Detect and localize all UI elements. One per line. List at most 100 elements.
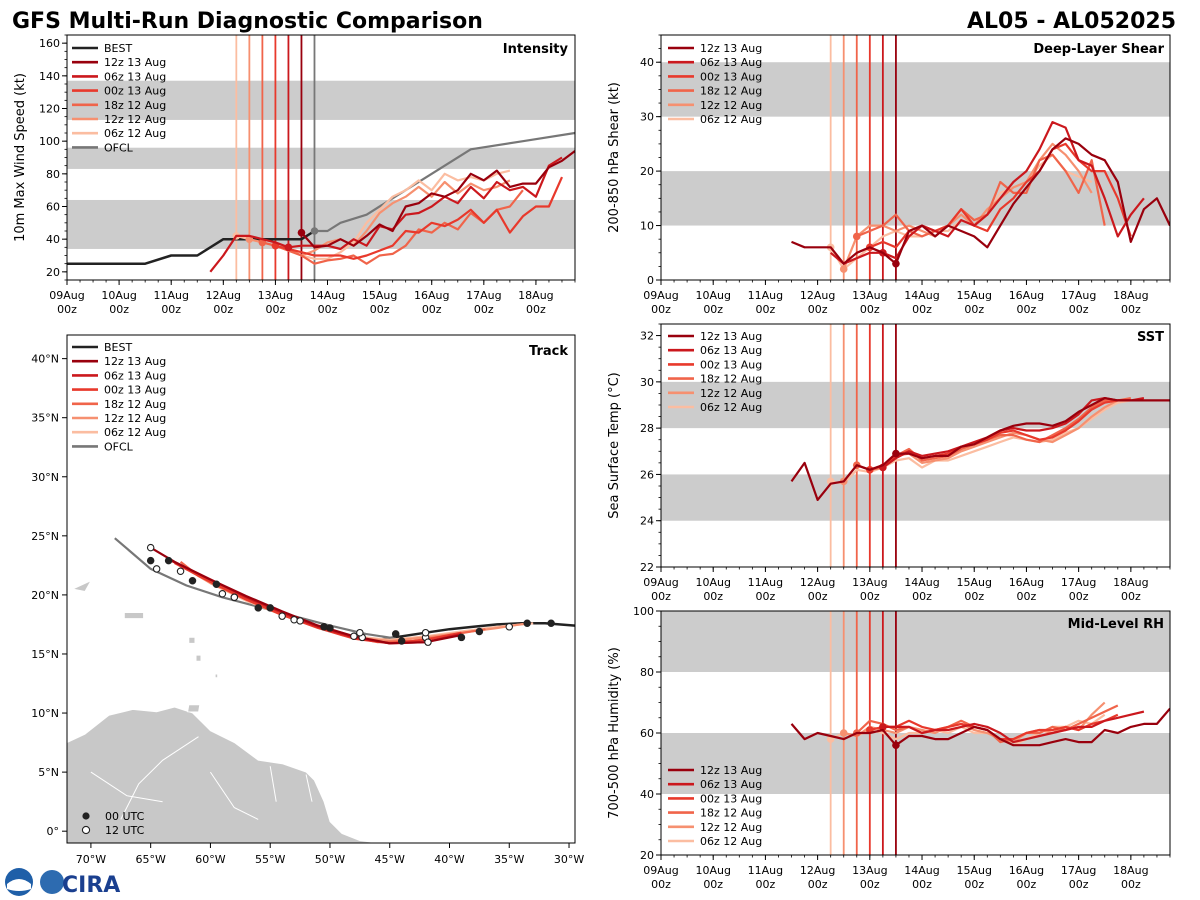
rh-xtick-label: 00z [1121,878,1141,891]
track-point-12utc [218,589,227,598]
intensity-xtick-label: 00z [161,303,181,316]
shear-xtick-label: 00z [1121,303,1141,316]
track-lat-label: 10°N [31,707,59,720]
rh-xtick-label: 12Aug [800,864,835,877]
sst-xtick-label: 16Aug [1009,576,1044,589]
track-point-12utc [290,615,298,624]
intensity-series-line [314,131,575,233]
sst-xtick-label: 17Aug [1061,576,1096,589]
shear-xtick-label: 14Aug [904,289,939,302]
track-legend-label: 00z 13 Aug [104,384,166,397]
noaa-wave-icon [7,879,31,891]
cira-logo: CIRA [5,868,120,898]
shear-ylabel: 200-850 hPa Shear (kt) [607,82,622,233]
sst-legend-label: 00z 13 Aug [700,358,762,371]
rh-legend-label: 12z 13 Aug [700,764,762,777]
sst-xtick-label: 00z [964,590,984,603]
rh-ytick-label: 20 [640,849,654,862]
shear-xtick-label: 00z [1069,303,1089,316]
track-lon-label: 45°W [375,853,405,866]
intensity-ytick-label: 160 [39,37,60,50]
panel-intensity: 2040608010012014016009Aug00z10Aug00z11Au… [13,34,576,316]
rh-ytick-label: 80 [640,666,654,679]
legend-00utc-label: 00 UTC [105,810,145,823]
intensity-init-marker [297,228,306,237]
intensity-xtick-label: 00z [109,303,129,316]
rh-xtick-label: 16Aug [1009,864,1044,877]
track-lat-label: 20°N [31,589,59,602]
legend-12utc-marker [81,825,91,835]
shear-legend-label: 12z 12 Aug [700,99,762,112]
sst-init-marker [892,449,900,458]
intensity-xtick-label: 00z [318,303,338,316]
track-legend-label: 06z 13 Aug [104,369,166,382]
track-point-12utc [505,623,514,631]
shear-xtick-label: 00z [756,303,776,316]
intensity-xtick-label: 00z [266,303,286,316]
track-lat-label: 35°N [31,412,59,425]
shear-legend-label: 06z 12 Aug [700,113,762,126]
shear-panel-title: Deep-Layer Shear [1033,42,1164,57]
rh-legend-label: 12z 12 Aug [700,821,762,834]
intensity-threshold-band [67,147,575,169]
track-point-00utc [457,633,466,642]
rh-panel-title: Mid-Level RH [1068,617,1164,632]
figure-title: GFS Multi-Run Diagnostic Comparison [12,9,483,34]
land-mass [214,673,219,678]
sst-xtick-label: 14Aug [904,576,939,589]
shear-series-line [791,137,1170,265]
track-lon-label: 55°W [255,853,285,866]
csu-emblem-icon [40,870,64,894]
intensity-xtick-label: 10Aug [101,289,136,302]
intensity-ytick-label: 100 [39,135,60,148]
intensity-xtick-label: 00z [422,303,442,316]
intensity-xtick-label: 16Aug [414,289,449,302]
track-point-00utc [188,576,197,585]
intensity-xtick-label: 00z [370,303,390,316]
rh-legend-label: 00z 13 Aug [700,792,762,805]
track-lon-label: 35°W [494,853,524,866]
shear-ytick-label: 40 [640,56,654,69]
rh-init-marker [879,723,887,731]
sst-xtick-label: 09Aug [643,576,678,589]
intensity-ytick-label: 60 [46,201,60,214]
legend-00utc-marker [82,812,90,820]
land-mass [195,654,202,662]
rh-xtick-label: 15Aug [956,864,991,877]
rh-xtick-label: 00z [756,878,776,891]
shear-ytick-label: 10 [640,220,654,233]
intensity-xtick-label: 00z [474,303,494,316]
shear-legend-label: 12z 13 Aug [700,42,762,55]
rh-legend-label: 06z 12 Aug [700,835,762,848]
sst-ytick-label: 30 [640,376,654,389]
sst-xtick-label: 00z [912,590,932,603]
track-point-00utc [254,604,262,612]
sst-ytick-label: 32 [640,330,654,343]
rh-xtick-label: 09Aug [643,864,678,877]
track-legend-label: 12z 13 Aug [104,355,166,368]
sst-xtick-label: 11Aug [748,576,783,589]
track-legend-label: 06z 12 Aug [104,426,166,439]
rh-xtick-label: 17Aug [1061,864,1096,877]
sst-panel-title: SST [1137,330,1164,345]
sst-legend-label: 06z 13 Aug [700,344,762,357]
track-point-00utc [326,624,334,632]
shear-xtick-label: 11Aug [748,289,783,302]
intensity-xtick-label: 12Aug [206,289,241,302]
rh-xtick-label: 00z [651,878,671,891]
rh-xtick-label: 00z [964,878,984,891]
rh-xtick-label: 13Aug [852,864,887,877]
track-point-12utc [421,628,430,637]
sst-xtick-label: 00z [651,590,671,603]
track-point-12utc [296,617,304,625]
track-point-00utc [547,619,555,628]
shear-series-line [842,142,1093,270]
track-point-00utc [212,580,221,589]
intensity-series-line [300,150,575,249]
sst-xtick-label: 18Aug [1113,576,1148,589]
land-mass [187,704,201,713]
intensity-ylabel: 10m Max Wind Speed (kt) [13,73,28,242]
intensity-xtick-label: 00z [526,303,546,316]
rh-ytick-label: 100 [633,605,654,618]
track-lon-label: 65°W [135,853,165,866]
